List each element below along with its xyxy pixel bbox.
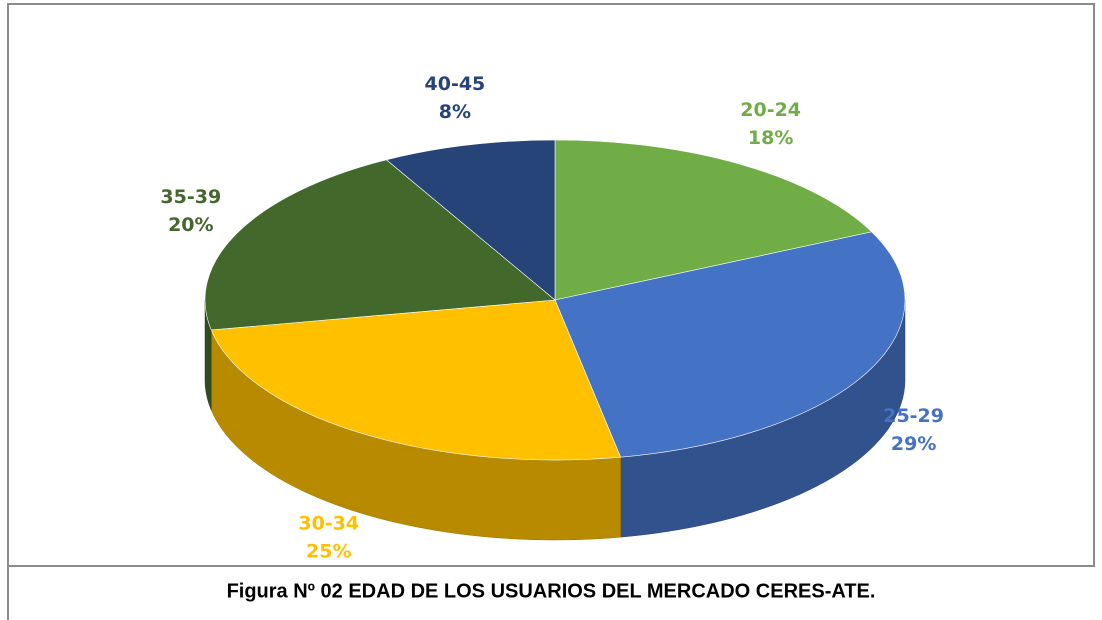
slice-value-label: 8% [439,101,471,123]
slice-value-label: 18% [748,127,793,149]
slice [204,159,556,411]
slice-category-label: 35-39 [160,186,221,208]
slice-top [210,299,622,461]
chart-title: Figura Nº 02 EDAD DE LOS USUARIOS DEL ME… [227,580,876,602]
slice-category-label: 25-29 [883,405,944,427]
slice [210,299,622,541]
slice-top [385,139,556,301]
slice-top [204,159,556,331]
slice-top [554,231,906,458]
slice-value-label: 20% [168,214,213,236]
slice [385,139,556,301]
slice-category-label: 20-24 [740,99,801,121]
slice-value-label: 25% [306,541,351,563]
slice [554,139,873,301]
chart-frame [7,3,1095,567]
slice-top [554,139,873,301]
slice-value-label: 29% [891,433,936,455]
slice-category-label: 40-45 [425,73,486,95]
slice-category-label: 30-34 [298,513,359,535]
